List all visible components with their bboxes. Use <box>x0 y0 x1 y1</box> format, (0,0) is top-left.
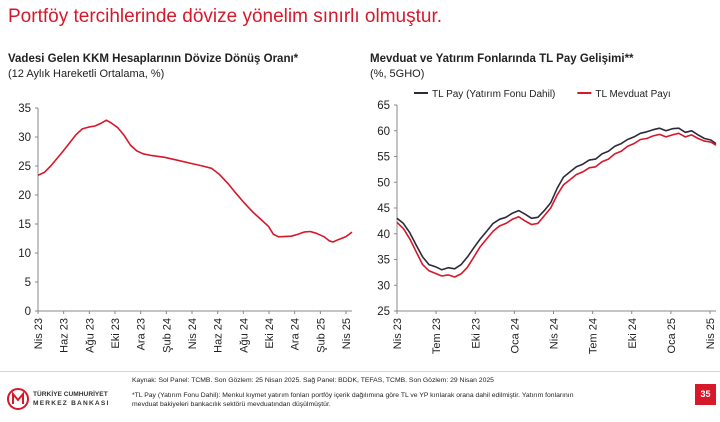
chart0-x-tick-label: Ara 23 <box>136 318 148 350</box>
chart1-x-tick-label: Eki 24 <box>627 318 639 349</box>
chart0-x-tick-label: Eki 24 <box>264 318 276 349</box>
chart1-y-tick-label: 35 <box>377 255 390 267</box>
chart0-x-tick-label: Nis 24 <box>187 318 199 349</box>
chart0-y-tick-label: 15 <box>18 219 31 231</box>
chart0-x-tick-label: Nis 23 <box>33 318 45 349</box>
chart1-y-tick-label: 25 <box>377 306 390 318</box>
chart0-y-tick-label: 0 <box>25 306 31 318</box>
chart0-y-tick-label: 10 <box>18 248 31 260</box>
chart0-x-tick-label: Haz 23 <box>59 318 71 353</box>
chart0-x-tick-label: Ağu 24 <box>238 318 250 353</box>
footnote-line1: *TL Pay (Yatırım Fonu Dahil): Menkul kıy… <box>132 392 574 399</box>
chart1-y-tick-label: 30 <box>377 280 390 292</box>
chart0-x-tick-label: Şub 25 <box>315 318 327 353</box>
chart0-x-tick-label: Ağu 23 <box>84 318 96 353</box>
chart1-legend-label-1: TL Mevduat Payı <box>595 89 670 100</box>
chart0-y-tick-label: 30 <box>18 132 31 144</box>
chart1-y-tick-label: 50 <box>377 177 390 189</box>
chart1-series-line-1 <box>396 132 717 278</box>
chart0-x-tick-label: Ara 24 <box>290 318 302 350</box>
footer-divider <box>0 371 720 372</box>
chart0-y-tick-label: 5 <box>25 277 31 289</box>
chart1-series-line-0 <box>396 127 717 271</box>
page-title: Portföy tercihlerinde dövize yönelim sın… <box>8 6 443 27</box>
chart1-y-tick-label: 55 <box>377 152 390 164</box>
right-chart-title: Mevduat ve Yatırım Fonlarında TL Pay Gel… <box>370 53 634 65</box>
chart1-x-tick-label: Nis 23 <box>392 318 404 349</box>
chart1-y-tick-label: 65 <box>377 100 390 112</box>
chart0-series-line-0 <box>37 119 353 243</box>
chart0-y-tick-label: 25 <box>18 161 31 173</box>
logo-line2: MERKEZ BANKASI <box>33 400 110 407</box>
chart0-y-tick-label: 35 <box>18 103 31 115</box>
logo-line1: TÜRKİYE CUMHURİYET <box>33 389 108 398</box>
right-chart-subtitle: (%, 5GHO) <box>370 68 425 80</box>
chart0-x-tick-label: Haz 24 <box>213 318 225 353</box>
chart0-x-tick-label: Nis 25 <box>341 318 353 349</box>
chart1-x-tick-label: Eki 23 <box>470 318 482 349</box>
left-chart-subtitle: (12 Aylık Hareketli Ortalama, %) <box>8 68 165 80</box>
chart1-x-tick-label: Tem 23 <box>431 318 443 354</box>
page-number: 35 <box>695 384 716 405</box>
chart1-x-tick-label: Nis 25 <box>705 318 717 349</box>
chart1-x-tick-label: Oca 25 <box>666 318 678 353</box>
chart1-y-tick-label: 40 <box>377 229 390 241</box>
footnote-line2: mevduat bakiyeleri bankacılık sektörü me… <box>132 401 331 408</box>
chart1-y-tick-label: 60 <box>377 126 390 138</box>
chart0-y-tick-label: 20 <box>18 190 31 202</box>
chart1-x-tick-label: Tem 24 <box>588 318 600 354</box>
left-chart-title: Vadesi Gelen KKM Hesaplarının Dövize Dön… <box>8 53 299 65</box>
chart1-x-tick-label: Nis 24 <box>549 318 561 349</box>
central-bank-logo: TÜRKİYE CUMHURİYET MERKEZ BANKASI <box>7 388 110 410</box>
chart1-x-tick-label: Oca 24 <box>509 318 521 353</box>
chart0-x-tick-label: Şub 24 <box>161 318 173 353</box>
source-note: Kaynak: Sol Panel: TCMB. Son Gözlem: 25 … <box>132 377 494 384</box>
chart0-x-tick-label: Eki 23 <box>110 318 122 349</box>
chart1-legend-label-0: TL Pay (Yatırım Fonu Dahil) <box>432 89 555 100</box>
chart1-y-tick-label: 45 <box>377 203 390 215</box>
